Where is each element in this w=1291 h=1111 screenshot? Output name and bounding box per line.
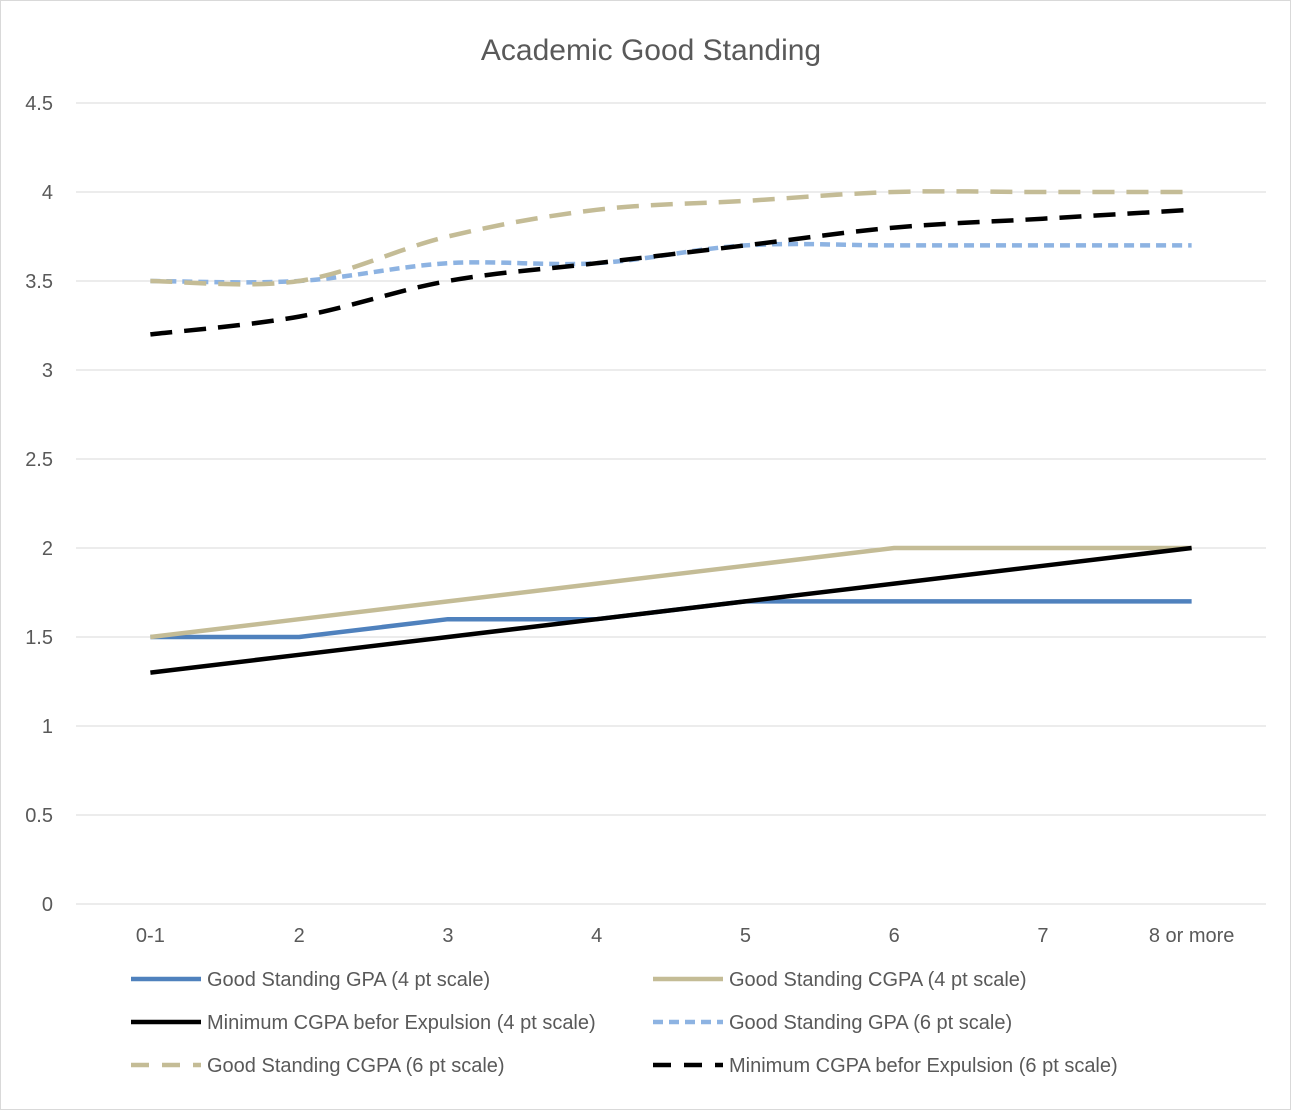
legend-label: Good Standing CGPA (6 pt scale) [207,1055,505,1077]
gridlines [76,102,1266,905]
legend-item: Good Standing CGPA (4 pt scale) [653,969,1027,991]
legend-label: Good Standing GPA (6 pt scale) [729,1012,1012,1034]
legend: Good Standing GPA (4 pt scale) Good Stand… [131,969,1118,1077]
legend-label: Good Standing GPA (4 pt scale) [207,969,490,991]
x-axis-ticks: 0-1 2 3 4 5 6 7 8 or more [136,925,1235,947]
x-tick-label: 0-1 [136,925,165,947]
legend-label: Minimum CGPA befor Expulsion (6 pt scale… [729,1055,1118,1077]
y-tick-label: 4.5 [25,93,53,115]
series-line-5 [150,189,1192,287]
x-tick-label: 8 or more [1149,925,1235,947]
x-tick-label: 4 [591,925,602,947]
legend-item: Minimum CGPA befor Expulsion (4 pt scale… [131,1012,596,1034]
series-line-3 [150,545,1192,675]
y-tick-label: 4 [42,182,53,204]
x-tick-label: 6 [889,925,900,947]
chart-title: Academic Good Standing [481,34,821,67]
legend-item: Good Standing GPA (6 pt scale) [653,1012,1012,1034]
legend-label: Good Standing CGPA (4 pt scale) [729,969,1027,991]
series-line-2 [150,545,1192,640]
y-tick-label: 1.5 [25,627,53,649]
legend-label: Minimum CGPA befor Expulsion (4 pt scale… [207,1012,596,1034]
legend-item: Good Standing CGPA (6 pt scale) [131,1055,505,1077]
y-tick-label: 2.5 [25,449,53,471]
y-tick-label: 1 [42,716,53,738]
legend-item: Minimum CGPA befor Expulsion (6 pt scale… [653,1055,1118,1077]
series-line-4 [150,241,1192,285]
x-tick-label: 5 [740,925,751,947]
y-tick-label: 3.5 [25,271,53,293]
y-tick-label: 3 [42,360,53,382]
y-tick-label: 0.5 [25,805,53,827]
series-line-6 [150,207,1192,337]
y-tick-label: 2 [42,538,53,560]
x-tick-label: 7 [1037,925,1048,947]
y-tick-label: 0 [42,894,53,916]
x-tick-label: 2 [294,925,305,947]
y-axis-ticks: 0 0.5 1 1.5 2 2.5 3 3.5 4 4.5 [25,93,53,916]
x-tick-label: 3 [442,925,453,947]
legend-item: Good Standing GPA (4 pt scale) [131,969,490,991]
series-lines [150,189,1192,675]
